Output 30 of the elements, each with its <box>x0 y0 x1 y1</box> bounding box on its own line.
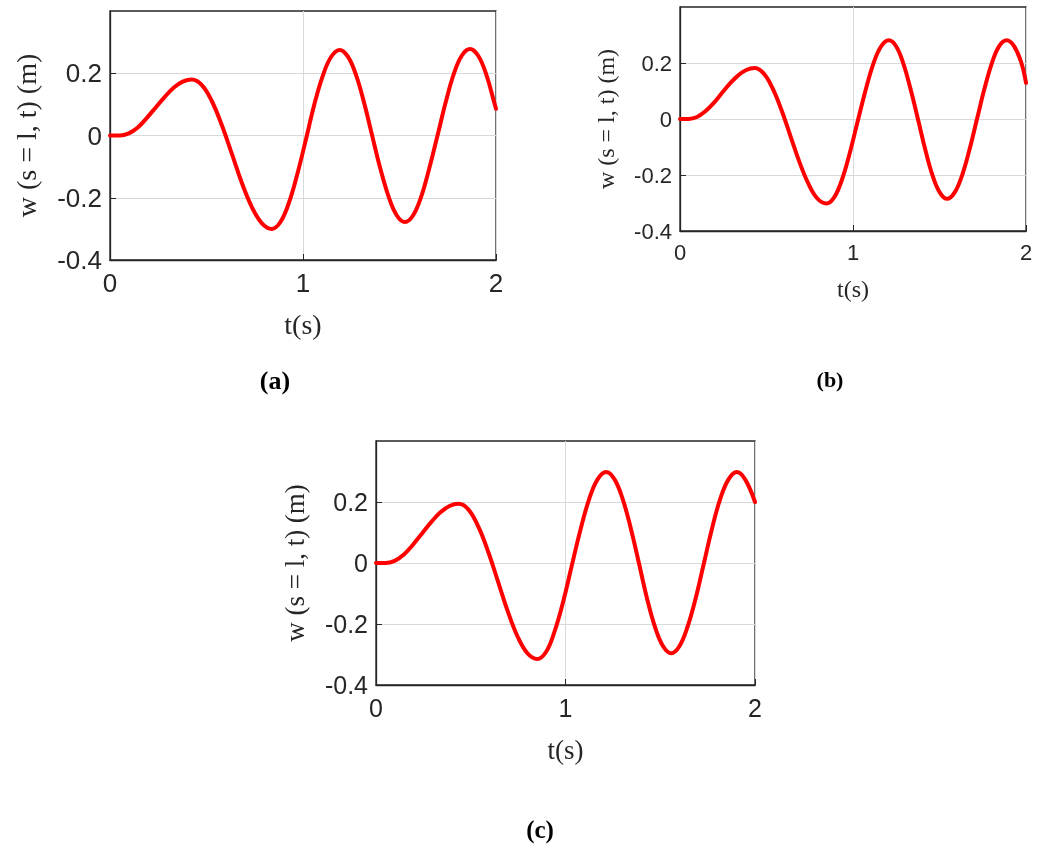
x-axis-title: t(s) <box>547 734 584 765</box>
y-axis-title: w (s = l, t) (m) <box>279 484 310 642</box>
x-tick-label: 1 <box>558 693 573 722</box>
x-axis-title: t(s) <box>284 308 322 340</box>
line-series <box>108 46 498 231</box>
y-tick-label: -0.2 <box>57 182 102 213</box>
text: (a) <box>259 365 291 395</box>
text: (c) <box>526 815 554 844</box>
y-tick-label: -0.2 <box>324 610 368 638</box>
y-tick-label: -0.4 <box>634 218 672 244</box>
y-tick-label: 0.2 <box>333 488 368 516</box>
x-tick-label: 2 <box>488 268 504 298</box>
x-tick-label: 1 <box>295 268 311 298</box>
y-tick-label: 0 <box>659 106 672 132</box>
x-tick-label: 1 <box>846 239 860 265</box>
line-series <box>374 470 757 662</box>
y-axis-title: w (s = l, t) (m) <box>10 53 42 218</box>
y-tick-label: 0.2 <box>65 58 102 89</box>
x-axis-title: t(s) <box>837 276 869 302</box>
y-tick-label: -0.2 <box>634 162 672 188</box>
y-tick-label: -0.4 <box>57 245 102 275</box>
y-axis-title: w (s = l, t) (m) <box>593 48 619 190</box>
x-tick-label: 2 <box>748 693 762 722</box>
y-tick-label: 0.2 <box>641 50 672 76</box>
line-series <box>678 38 1028 206</box>
x-tick-label: 2 <box>1019 239 1033 265</box>
y-tick-label: 0 <box>354 549 368 577</box>
text: (b) <box>816 366 844 392</box>
y-tick-label: 0 <box>87 120 102 151</box>
y-tick-label: -0.4 <box>324 671 369 699</box>
